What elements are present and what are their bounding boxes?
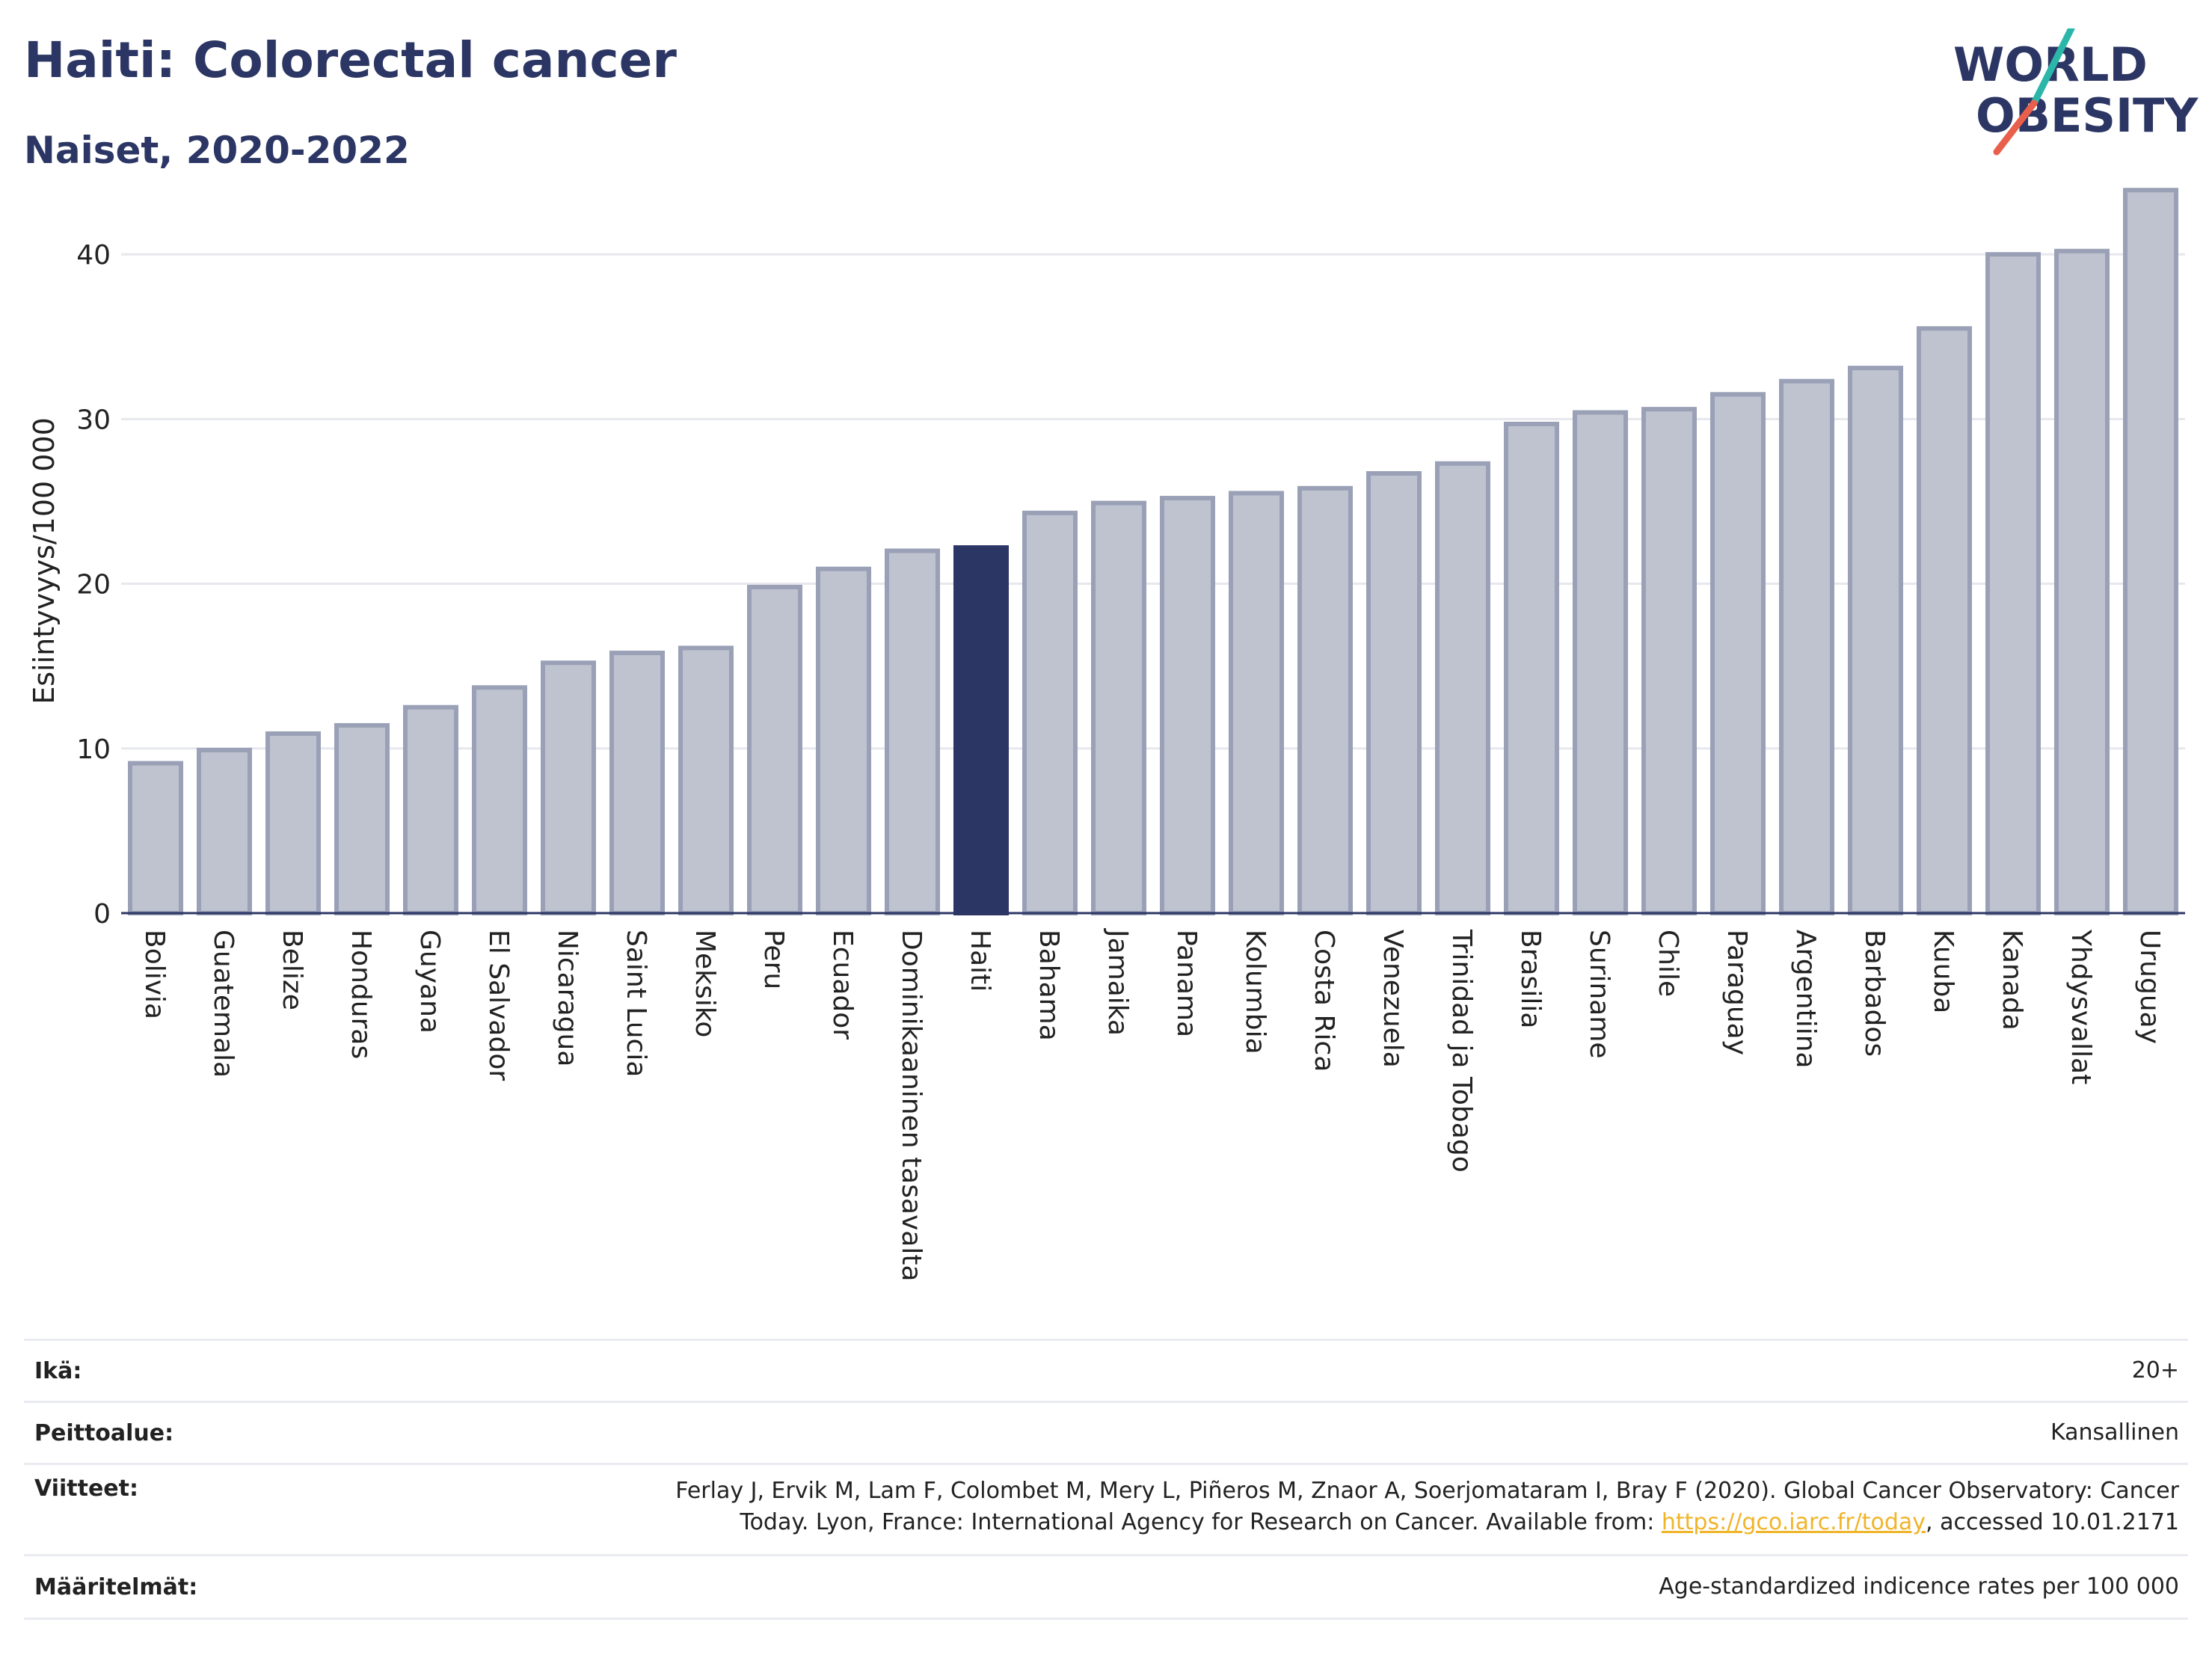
axes: 0 10 20 30 40 Bolivia Guatemala Belize Honduras G…	[76, 240, 2185, 1282]
bar	[885, 548, 940, 915]
bar	[403, 704, 458, 915]
x-tick-label: Guyana	[414, 930, 445, 1034]
x-tick-label: Nicaragua	[552, 930, 583, 1066]
bar	[1091, 500, 1146, 915]
x-tick-label: Barbados	[1859, 930, 1890, 1057]
x-tick-label: Argentiina	[1790, 930, 1821, 1069]
x-tick-label: Uruguay	[2134, 930, 2165, 1044]
x-tick-label: Guatemala	[208, 930, 239, 1078]
bar	[1297, 485, 1353, 915]
bar-chart: 0 10 20 30 40 Bolivia Guatemala Belize Honduras G…	[28, 188, 2185, 1282]
x-tick-label: Peru	[758, 930, 789, 989]
x-tick-label: Suriname	[1584, 930, 1615, 1059]
bars	[128, 188, 2178, 916]
bar	[1229, 491, 1284, 915]
definitions-label: Määritelmät:	[34, 1573, 198, 1600]
x-tick-label: Yhdysvallat	[2065, 929, 2096, 1084]
meta-row-definitions: Määritelmät: Age-standardized indicence …	[24, 1554, 2188, 1620]
bar	[1917, 326, 1972, 915]
bar	[1366, 471, 1422, 915]
y-tick-label: 20	[76, 570, 111, 601]
bar	[747, 584, 802, 916]
bar	[2054, 248, 2110, 915]
scope-label: Peittoalue:	[34, 1419, 174, 1446]
chart-subtitle: Naiset, 2020-2022	[24, 129, 410, 172]
bar	[2123, 188, 2178, 916]
x-tick-label: Paraguay	[1721, 930, 1752, 1055]
bar	[816, 566, 871, 915]
meta-row-references: Viitteet: Ferlay J, Ervik M, Lam F, Colo…	[24, 1463, 2188, 1554]
references-link[interactable]: https://gco.iarc.fr/today	[1661, 1509, 1926, 1535]
bar	[1022, 510, 1078, 915]
bar	[1504, 421, 1559, 915]
x-tick-label: Bolivia	[139, 930, 170, 1019]
x-tick-label: Panama	[1171, 930, 1202, 1037]
x-tick-label: Saint Lucia	[621, 930, 651, 1077]
x-tick-label: El Salvador	[483, 930, 514, 1081]
x-tick-label: Trinidad ja Tobago	[1446, 929, 1477, 1173]
references-line-2: Today. Lyon, France: International Agenc…	[675, 1507, 2179, 1538]
bar	[1985, 252, 2041, 916]
x-tick-label: Costa Rica	[1309, 930, 1339, 1072]
bar	[1573, 410, 1628, 915]
y-axis-label: Esiintyvyys/100 000	[28, 417, 61, 704]
y-tick-label: 30	[76, 405, 111, 435]
definitions-value: Age-standardized indicence rates per 100…	[1659, 1573, 2179, 1600]
metadata-table: Ikä: 20+ Peittoalue: Kansallinen Viittee…	[24, 1339, 2188, 1620]
world-obesity-logo: WORLD OBESITY	[1953, 28, 2199, 156]
x-tick-label: Haiti	[965, 930, 995, 992]
scope-value: Kansallinen	[2050, 1419, 2179, 1446]
bar	[1710, 392, 1766, 915]
y-tick-label: 40	[76, 240, 111, 271]
references-label: Viitteet:	[34, 1476, 138, 1502]
bar	[265, 731, 321, 915]
references-value: Ferlay J, Ervik M, Lam F, Colombet M, Me…	[675, 1476, 2188, 1538]
bar	[472, 685, 527, 915]
logo-slash-bottom	[1993, 99, 2038, 156]
bar	[1641, 407, 1697, 915]
x-tick-label: Bahama	[1033, 930, 1064, 1041]
bar	[541, 660, 596, 915]
y-tick-label: 10	[76, 734, 111, 765]
chart-title: Haiti: Colorectal cancer	[24, 31, 677, 89]
bar	[1160, 496, 1215, 915]
x-tick-label: Kanada	[1997, 930, 2027, 1031]
bar	[197, 747, 252, 915]
bar	[678, 645, 734, 915]
bar	[1848, 366, 1903, 915]
x-tick-label: Honduras	[345, 930, 376, 1059]
y-tick-label: 0	[93, 899, 111, 930]
logo-slash-top	[2030, 28, 2075, 107]
references-line-2-text: Today. Lyon, France: International Agenc…	[740, 1509, 1662, 1535]
meta-row-age: Ikä: 20+	[24, 1339, 2188, 1401]
x-tick-label: Chile	[1653, 930, 1683, 997]
x-tick-label: Kuuba	[1928, 930, 1958, 1013]
x-tick-label: Kolumbia	[1240, 930, 1271, 1054]
x-tick-label: Ecuador	[827, 930, 858, 1040]
x-tick-label: Meksiko	[689, 930, 720, 1037]
bar	[953, 545, 1009, 916]
bar	[609, 651, 665, 915]
meta-row-scope: Peittoalue: Kansallinen	[24, 1401, 2188, 1463]
age-label: Ikä:	[34, 1357, 82, 1384]
bar	[334, 722, 390, 915]
x-tick-label: Jamaika	[1102, 928, 1133, 1036]
age-value: 20+	[2131, 1357, 2179, 1384]
gridlines	[121, 253, 2185, 750]
references-accessed: , accessed 10.01.2171	[1926, 1509, 2179, 1535]
x-tick-label: Venezuela	[1377, 930, 1408, 1068]
bar	[128, 761, 183, 915]
x-tick-label: Brasilia	[1515, 930, 1546, 1028]
x-tick-label: Dominikaaninen tasavalta	[896, 930, 927, 1282]
bar	[1435, 461, 1490, 915]
bar	[1779, 378, 1834, 915]
x-tick-label: Belize	[277, 930, 307, 1010]
references-line-1: Ferlay J, Ervik M, Lam F, Colombet M, Me…	[675, 1478, 2179, 1504]
